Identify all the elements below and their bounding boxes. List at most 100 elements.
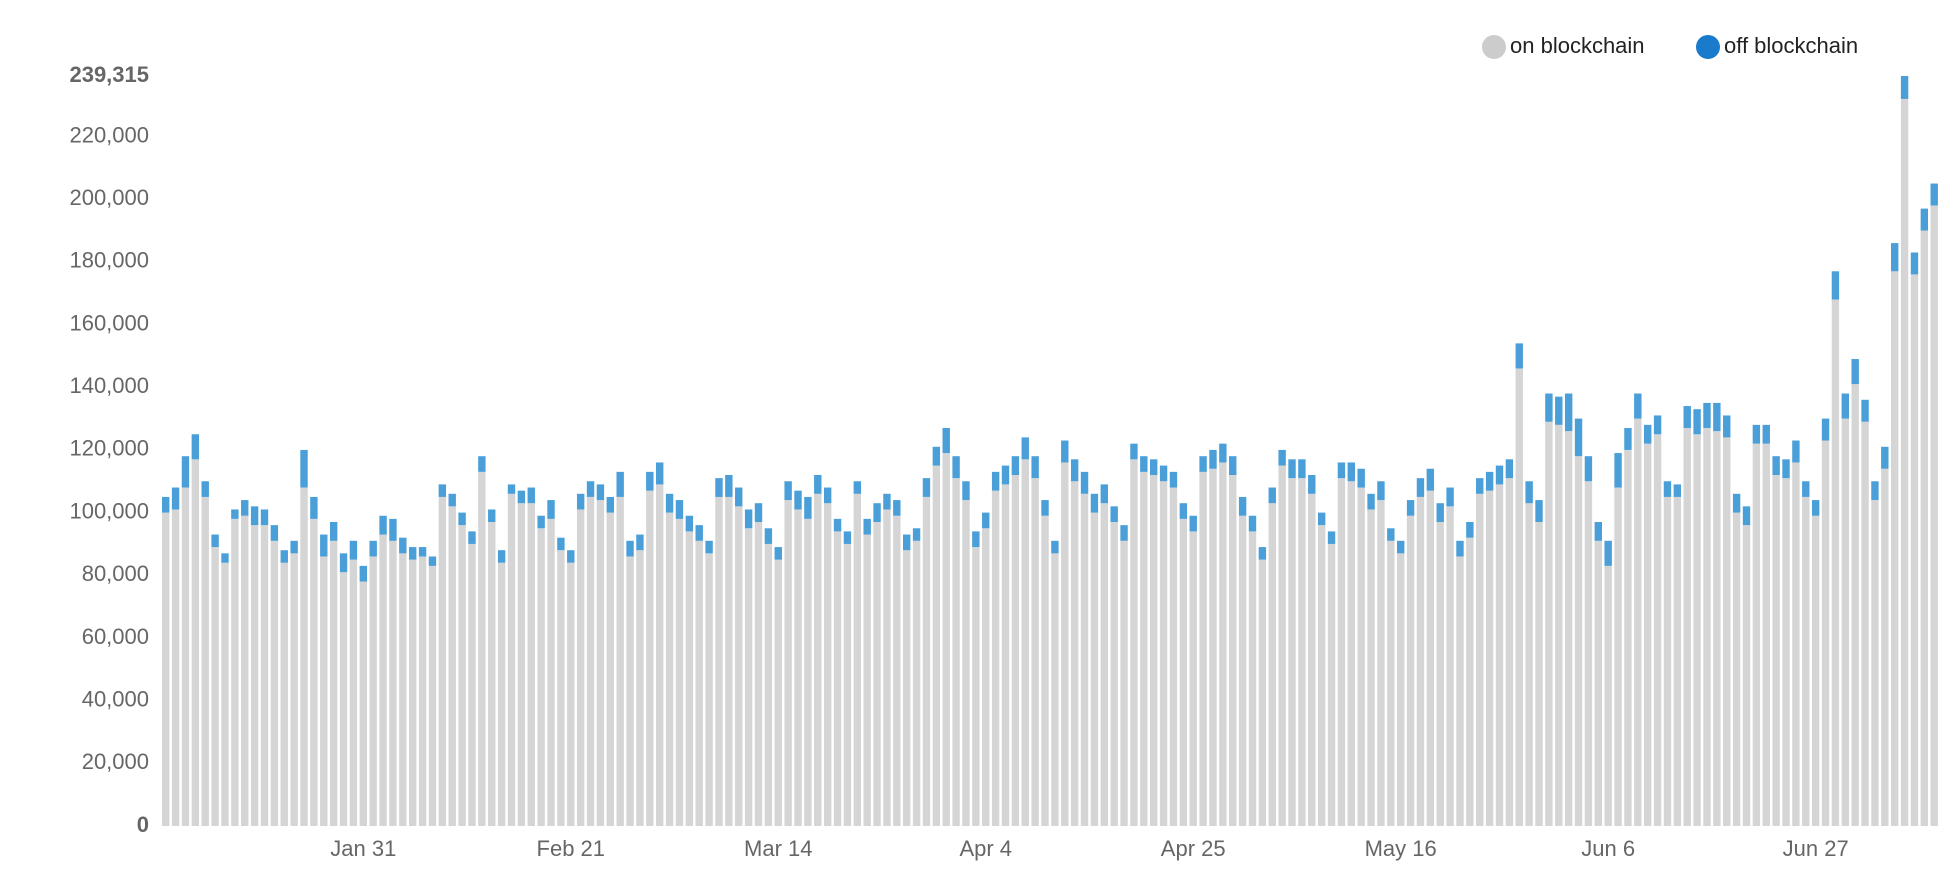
bar-segment xyxy=(1061,462,1069,826)
bar-segment xyxy=(1604,540,1612,566)
bar-segment xyxy=(1327,531,1336,544)
bar-segment xyxy=(833,531,842,826)
bar-segment xyxy=(754,503,763,523)
bar-segment xyxy=(1169,471,1178,488)
bar-segment xyxy=(211,547,219,826)
bar-segment xyxy=(1179,518,1188,826)
bar-segment xyxy=(1683,427,1691,826)
bar-segment xyxy=(764,528,773,544)
bar-segment xyxy=(1495,465,1504,485)
bar-segment xyxy=(586,496,595,826)
bar-segment xyxy=(329,540,338,826)
y-tick-label: 239,315 xyxy=(69,62,149,87)
bar-segment xyxy=(656,462,664,485)
bar-segment xyxy=(1090,493,1099,513)
bar-segment xyxy=(1604,565,1612,826)
bar-segment xyxy=(705,553,713,826)
bar-segment xyxy=(339,572,348,826)
bar-segment xyxy=(191,459,200,826)
bar-segment xyxy=(1525,481,1533,504)
bar-segment xyxy=(1555,424,1563,826)
bar-segment xyxy=(1199,456,1207,472)
bar-segment xyxy=(1762,443,1770,826)
x-tick-label: Apr 4 xyxy=(959,836,1012,861)
bar-segment xyxy=(883,509,891,826)
bar-segment xyxy=(1703,402,1711,428)
bar-segment xyxy=(260,509,269,526)
bar-segment xyxy=(1031,456,1039,479)
y-tick-label: 200,000 xyxy=(69,185,149,210)
bar-segment xyxy=(1337,478,1346,826)
bar-segment xyxy=(1159,481,1168,826)
bar-segment xyxy=(1742,525,1751,826)
bar-segment xyxy=(833,518,842,532)
bar-segment xyxy=(1041,500,1049,516)
bar-segment xyxy=(1831,299,1840,826)
bar-segment xyxy=(863,534,871,826)
bar-segment xyxy=(873,522,881,826)
bar-segment xyxy=(1436,503,1444,523)
bar-segment xyxy=(1011,474,1020,826)
bar-segment xyxy=(1861,399,1869,422)
bar-segment xyxy=(685,531,694,826)
bar-segment xyxy=(764,543,773,826)
bar-segment xyxy=(1229,474,1237,826)
bar-segment xyxy=(1159,465,1168,482)
bar-segment xyxy=(1209,468,1217,826)
bar-segment xyxy=(270,540,279,826)
bar-segment xyxy=(1564,431,1573,826)
bar-segment xyxy=(1456,540,1464,557)
bar-segment xyxy=(853,493,861,826)
bar-segment xyxy=(893,515,901,826)
bar-segment xyxy=(557,550,565,826)
bar-segment xyxy=(1752,443,1761,826)
bar-segment xyxy=(537,528,545,826)
bar-segment xyxy=(1298,478,1306,826)
bar-segment xyxy=(863,518,871,535)
bar-segment xyxy=(557,537,565,551)
bar-segment xyxy=(1347,481,1355,826)
bar-segment xyxy=(1456,556,1464,826)
bar-segment xyxy=(1219,462,1227,826)
bar-segment xyxy=(567,562,575,826)
bar-segment xyxy=(636,550,644,826)
bar-segment xyxy=(1644,443,1652,826)
bar-segment xyxy=(893,500,901,516)
bar-segment xyxy=(715,478,723,497)
bar-segment xyxy=(359,565,367,582)
bar-segment xyxy=(1505,478,1514,826)
bar-segment xyxy=(1693,434,1701,826)
bar-segment xyxy=(1238,515,1247,826)
bar-segment xyxy=(843,531,852,544)
bar-segment xyxy=(1446,487,1454,507)
bar-segment xyxy=(1644,424,1652,444)
bar-segment xyxy=(1248,531,1257,826)
bar-segment xyxy=(320,534,328,557)
bar-segment xyxy=(1851,384,1859,826)
bar-segment xyxy=(201,481,209,497)
bar-segment xyxy=(1505,459,1514,479)
bar-segment xyxy=(1268,487,1276,504)
bar-segment xyxy=(1070,459,1079,482)
bar-segment xyxy=(695,540,703,826)
bar-segment xyxy=(1357,468,1365,488)
bar-segment xyxy=(982,528,990,826)
bar-segment xyxy=(883,493,891,510)
legend-label: on blockchain xyxy=(1510,33,1645,58)
bar-segment xyxy=(725,474,733,497)
x-tick-label: Jun 27 xyxy=(1783,836,1849,861)
bar-segment xyxy=(1742,506,1751,526)
bar-segment xyxy=(1811,500,1820,516)
bar-segment xyxy=(369,556,377,826)
bar-segment xyxy=(488,509,496,523)
bar-segment xyxy=(784,481,792,501)
bar-segment xyxy=(517,503,526,826)
bar-segment xyxy=(576,509,585,826)
bar-segment xyxy=(922,478,931,497)
bar-segment xyxy=(1614,453,1622,488)
bar-segment xyxy=(1614,487,1622,826)
bar-segment xyxy=(715,496,723,826)
bar-segment xyxy=(754,522,763,826)
bar-segment xyxy=(1653,415,1662,435)
